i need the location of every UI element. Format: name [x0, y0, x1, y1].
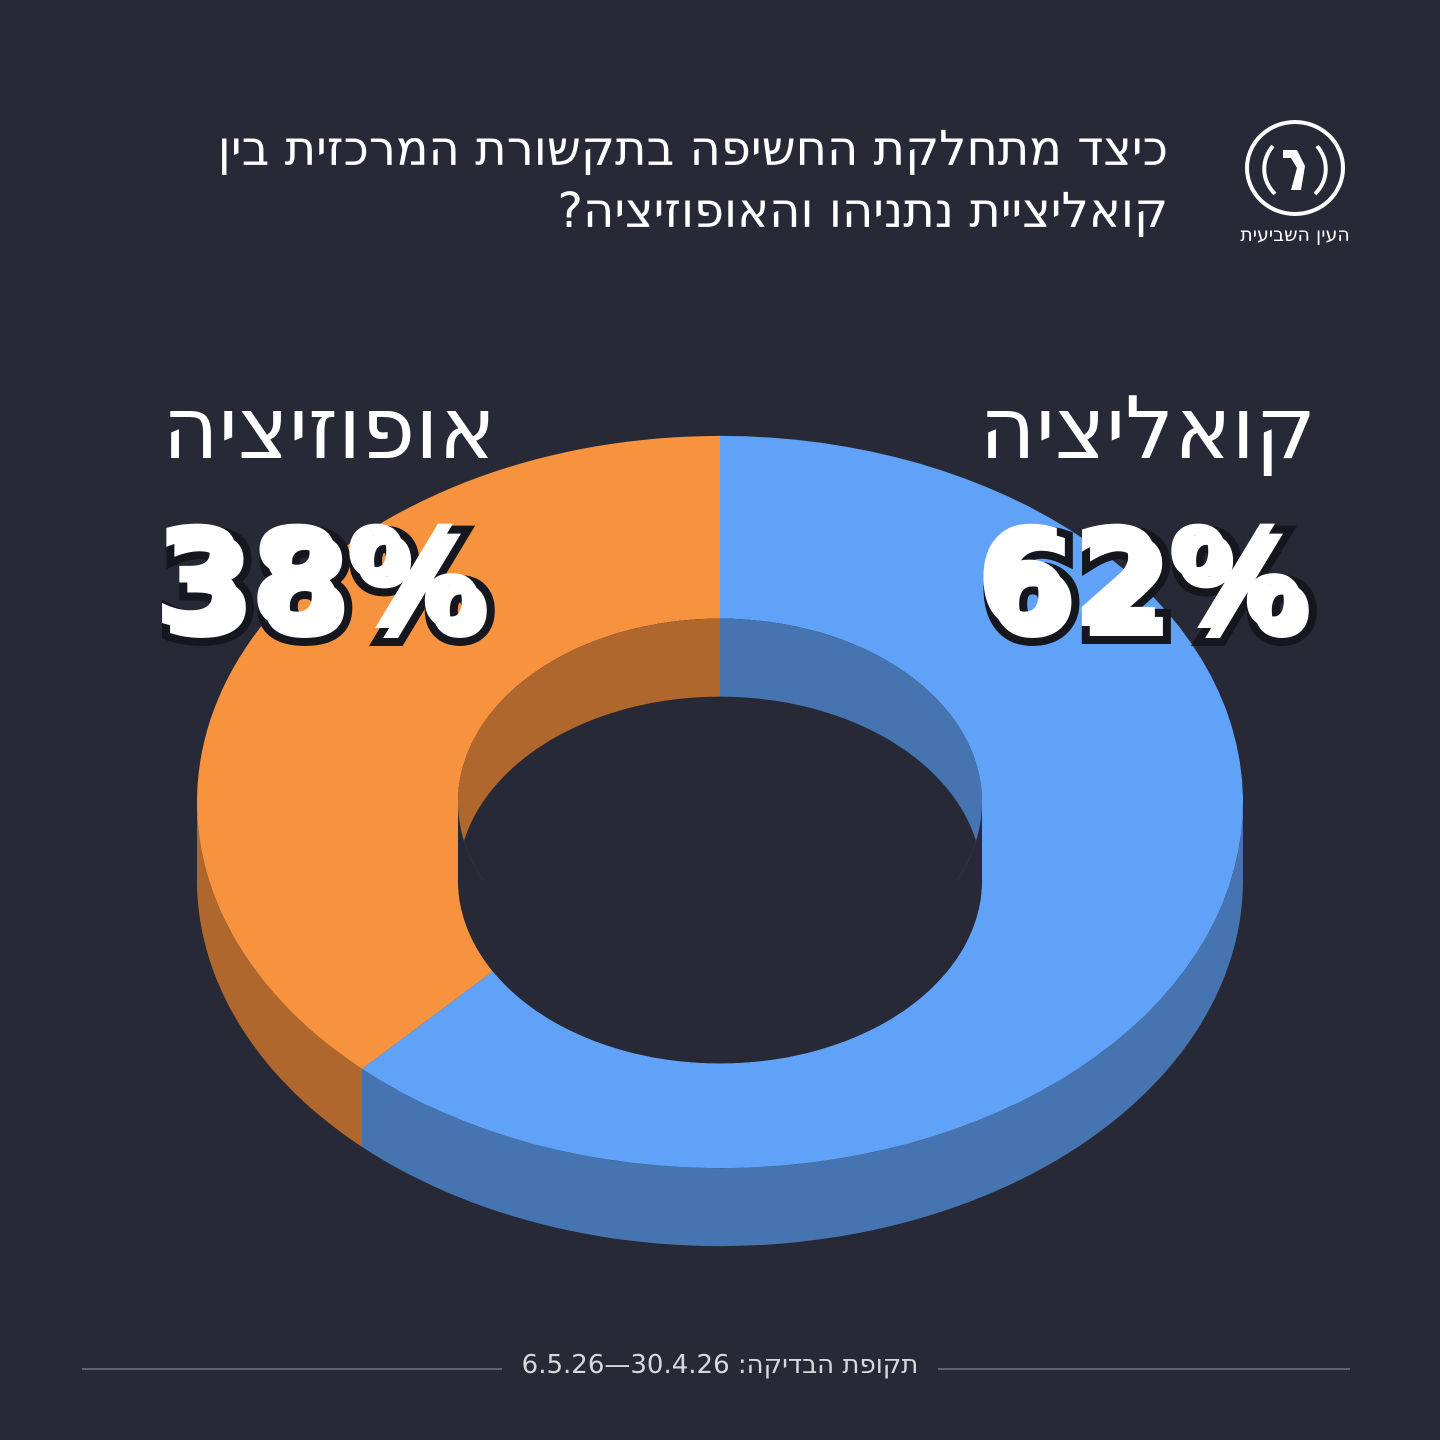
- category-label-opposition: אופוזיציה: [162, 379, 496, 479]
- slice-sides: [197, 802, 1243, 1247]
- slice-side-opposition: [197, 802, 362, 1147]
- donut-chart: קואליציה אופוזיציה 62% 62% 38% 38%: [153, 379, 1321, 1247]
- value-label-coalition: 62%: [975, 498, 1305, 659]
- value-label-coalition-shadow: 62%: [983, 508, 1313, 669]
- eye-logo-icon: [1245, 120, 1345, 216]
- footer-divider-left: [82, 1368, 502, 1370]
- logo-text: העין השביעית: [1240, 224, 1350, 246]
- publisher-logo: העין השביעית: [1240, 118, 1350, 268]
- title-line-2: קואליציית נתניהו והאופוזיציה?: [557, 183, 1168, 239]
- footer-divider-right: [938, 1368, 1350, 1370]
- slice-side-coalition: [362, 802, 1243, 1247]
- category-label-coalition: קואליציה: [980, 379, 1316, 479]
- title-line-1: כיצד מתחלקת החשיפה בתקשורת המרכזית בין: [217, 121, 1168, 177]
- footer-range: 30.4.26—6.5.26: [521, 1350, 730, 1380]
- inner-wall-opposition-1: [458, 618, 720, 880]
- footer-period: 30.4.26—6.5.26 תקופת הבדיקה:: [0, 1350, 1440, 1380]
- value-label-opposition-shadow: 38%: [161, 508, 491, 669]
- footer-label: תקופת הבדיקה:: [737, 1350, 919, 1380]
- donut-hole: [458, 618, 982, 1064]
- chart-title: כיצד מתחלקת החשיפה בתקשורת המרכזית בין ק…: [68, 118, 1168, 242]
- donut-hole-front: [458, 880, 982, 1064]
- slice-opposition: [197, 435, 720, 1069]
- inner-wall-coalition-0: [720, 618, 982, 880]
- value-label-opposition: 38%: [153, 498, 483, 659]
